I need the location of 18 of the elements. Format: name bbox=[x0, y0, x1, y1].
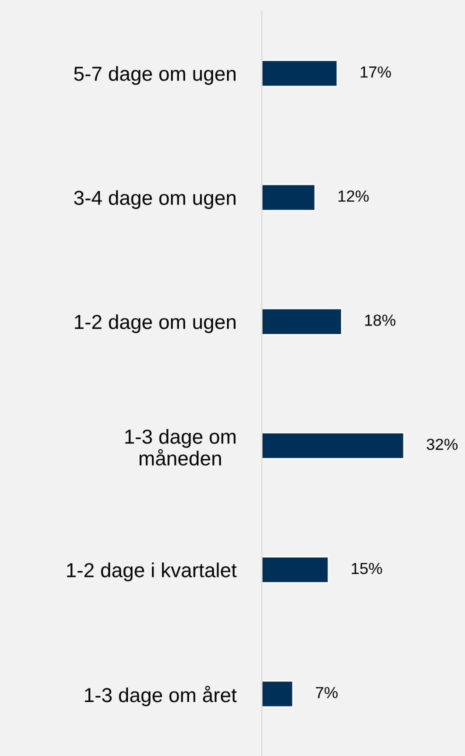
bar bbox=[262, 556, 330, 584]
y-tick-label: 1-3 dage om måneden bbox=[125, 429, 236, 466]
data-label: 12% bbox=[338, 190, 369, 202]
data-label: 32% bbox=[426, 438, 458, 450]
bar bbox=[262, 308, 342, 336]
bar bbox=[262, 680, 294, 708]
y-tick-label: 5-7 dage om ugen bbox=[74, 66, 236, 85]
bar bbox=[262, 184, 316, 212]
bar bbox=[262, 432, 405, 460]
data-label: 18% bbox=[365, 314, 396, 326]
data-label: 17% bbox=[360, 66, 391, 78]
y-tick-label: 3-4 dage om ugen bbox=[74, 190, 236, 209]
data-label: 7% bbox=[316, 686, 338, 698]
y-tick-label: 1-2 dage i kvartalet bbox=[67, 562, 237, 582]
y-tick-label: 1-3 dage om året bbox=[84, 686, 237, 706]
y-tick-label: 1-2 dage om ugen bbox=[74, 314, 236, 334]
bar bbox=[262, 60, 338, 88]
data-label: 15% bbox=[352, 562, 382, 574]
